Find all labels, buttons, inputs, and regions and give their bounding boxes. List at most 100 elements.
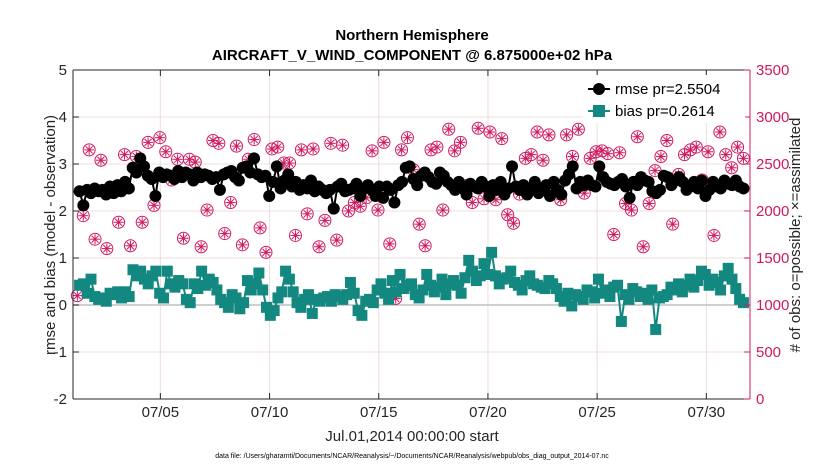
obs-cross-stroke: [651, 166, 659, 175]
obs-assimilated-point: [372, 205, 383, 216]
obs-cross-stroke: [692, 143, 701, 151]
obs-possible-point: [624, 203, 638, 217]
obs-possible-point: [88, 232, 102, 246]
obs-cross-stroke: [562, 131, 571, 139]
obs-possible-point: [194, 240, 208, 254]
obs-assimilated-point: [331, 235, 342, 246]
obs-assimilated-point: [532, 127, 543, 138]
bias-point: [112, 286, 124, 298]
obs-possible-point: [465, 196, 479, 210]
bias-point: [669, 284, 681, 296]
obs-cross-stroke: [303, 209, 312, 218]
bias-point: [253, 267, 265, 279]
obs-cross-stroke: [521, 154, 530, 163]
obs-assimilated-point: [396, 144, 407, 155]
x-tick-label: 07/25: [578, 404, 616, 421]
obs-assimilated-point: [101, 243, 112, 254]
bias-point: [341, 289, 353, 301]
obs-cross-stroke: [102, 244, 111, 253]
y-axis-left-label: rmse and bias (model - observation): [42, 115, 59, 355]
obs-cross-stroke: [256, 224, 264, 232]
bias-point: [474, 270, 486, 282]
obs-cross-stroke: [209, 136, 217, 145]
bias-point: [524, 270, 536, 282]
obs-possible-point: [306, 142, 320, 156]
bias-point: [169, 281, 181, 293]
bias-point: [81, 287, 93, 299]
obs-cross-stroke: [126, 241, 135, 250]
obs-assimilated-point: [314, 241, 325, 252]
obs-cross-stroke: [179, 234, 188, 243]
rmse-point: [528, 175, 541, 188]
obs-cross-stroke: [226, 198, 235, 207]
y-right-tick-label: 3500: [756, 62, 789, 79]
obs-assimilated-point: [125, 240, 136, 251]
rmse-point: [506, 160, 519, 173]
obs-assimilated-point: [190, 157, 201, 168]
bias-point: [257, 284, 269, 296]
obs-cross-stroke: [191, 158, 200, 166]
obs-cross-stroke: [214, 139, 223, 148]
bias-point: [615, 315, 627, 327]
obs-cross-stroke: [120, 150, 129, 159]
rmse-point: [263, 189, 276, 202]
bias-point: [478, 258, 490, 270]
obs-cross-stroke: [144, 138, 152, 147]
obs-assimilated-point: [355, 201, 366, 212]
obs-assimilated-point: [644, 198, 655, 209]
obs-cross-stroke: [574, 125, 583, 134]
obs-assimilated-point: [90, 234, 101, 245]
obs-assimilated-point: [319, 215, 330, 226]
obs-cross-stroke: [604, 149, 612, 158]
obs-cross-stroke: [609, 230, 618, 239]
bias-point: [642, 293, 654, 305]
obs-cross-stroke: [85, 146, 94, 154]
obs-assimilated-point: [290, 230, 301, 241]
obs-assimilated-point: [473, 123, 484, 134]
bias-point: [383, 293, 395, 305]
y-left-tick-label: -1: [54, 344, 67, 361]
obs-cross-stroke: [161, 147, 170, 156]
obs-assimilated-point: [284, 158, 295, 169]
bias-point: [325, 295, 337, 307]
obs-cross-stroke: [220, 229, 229, 238]
obs-cross-stroke: [450, 146, 459, 155]
axes-layer: [72, 69, 751, 400]
obs-assimilated-point: [679, 149, 690, 160]
obs-possible-point: [395, 143, 409, 157]
bias-point: [722, 262, 734, 274]
bias-point: [688, 281, 700, 293]
obs-possible-point: [82, 143, 96, 157]
obs-possible-point: [630, 130, 644, 144]
bias-point: [577, 293, 589, 305]
obs-cross-stroke: [433, 143, 441, 151]
obs-cross-stroke: [156, 133, 164, 142]
obs-cross-stroke: [733, 143, 742, 151]
legend: rmse pr=2.5504 bias pr=0.2614: [583, 75, 745, 123]
y-right-tick-label: 1000: [756, 297, 789, 314]
bias-point: [348, 287, 360, 299]
bias-point: [703, 279, 715, 291]
bias-point: [207, 276, 219, 288]
obs-assimilated-point: [632, 131, 643, 142]
obs-assimilated-point: [178, 233, 189, 244]
obs-assimilated-point: [202, 205, 213, 216]
bias-point: [676, 286, 688, 298]
obs-possible-point: [159, 145, 173, 159]
obs-assimilated-point: [626, 205, 637, 216]
bias-point: [699, 268, 711, 280]
obs-cross-stroke: [704, 147, 712, 156]
obs-possible-point: [560, 128, 574, 142]
rmse-point: [232, 174, 245, 187]
obs-assimilated-point: [608, 229, 619, 240]
rmse-point: [377, 191, 390, 204]
bias-point: [673, 278, 685, 290]
rmse-point: [327, 202, 340, 215]
obs-possible-point: [400, 131, 414, 145]
bias-point: [135, 265, 147, 277]
bias-point: [711, 276, 723, 288]
obs-possible-point: [288, 228, 302, 242]
obs-cross-stroke: [309, 145, 318, 153]
bias-point: [455, 287, 467, 299]
bias-point: [344, 276, 356, 288]
